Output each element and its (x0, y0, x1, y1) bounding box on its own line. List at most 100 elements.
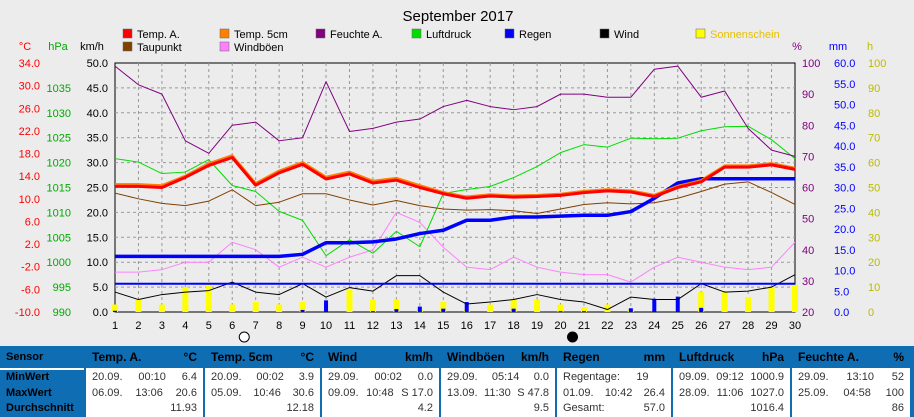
axis-tick-wind: 15.0 (87, 232, 108, 244)
stats-header: Luftdruck hPa (673, 346, 790, 370)
stats-value: 6.4 (181, 371, 197, 383)
axis-tick-wind: 25.0 (87, 183, 108, 195)
statistics-table: Sensor MinWert MaxWert Durchschnitt Temp… (0, 346, 914, 417)
stats-avg-row: 11.93 (86, 401, 203, 417)
legend-label: Wind (614, 29, 639, 41)
axis-unit-wind: km/h (80, 41, 104, 53)
stats-value: 1000.9 (750, 371, 784, 383)
axis-tick-temp: 10.0 (19, 194, 40, 206)
stats-header: Temp. A. °C (86, 346, 203, 370)
sun-bar (205, 284, 212, 312)
axis-tick-rain: 20.0 (834, 224, 855, 236)
stats-value: 1027.0 (750, 386, 784, 399)
rain-bar (441, 308, 446, 312)
stats-title: Luftdruck (679, 350, 735, 364)
stats-avg-row: Gesamt: 57.0 (557, 401, 671, 417)
stats-unit: km/h (520, 350, 549, 364)
axis-tick-rain: 60.0 (834, 58, 855, 70)
stats-value: 12.18 (286, 402, 314, 415)
axis-tick-rain: 15.0 (834, 245, 855, 257)
sun-bar (604, 304, 611, 312)
stats-avg-row: 12.18 (205, 401, 320, 417)
x-tick-label: 24 (648, 320, 660, 332)
series-line-regen (115, 177, 795, 259)
sun-bar (487, 304, 494, 312)
x-tick-label: 19 (531, 320, 543, 332)
axis-tick-pressure: 990 (53, 307, 71, 319)
stats-value: 52 (891, 371, 904, 383)
legend-label: Temp. 5cm (234, 29, 288, 41)
axis-tick-rain: 40.0 (834, 141, 855, 153)
x-tick-label: 25 (672, 320, 684, 332)
legend-label: Regen (519, 29, 551, 41)
sun-bar (721, 292, 728, 312)
sun-bar (698, 292, 705, 312)
series-line-feuchte-a- (114, 65, 796, 157)
axis-tick-temp: 6.0 (25, 216, 40, 228)
stats-header: Windböen km/h (441, 346, 555, 370)
axis-tick-wind: 40.0 (87, 108, 108, 120)
stats-value: 86 (891, 402, 904, 415)
x-tick-label: 15 (437, 320, 449, 332)
row-label-sensor: Sensor (0, 346, 84, 370)
stats-value: 0.0 (417, 371, 433, 383)
axis-tick-wind: 5.0 (93, 282, 108, 294)
stats-title: Wind (328, 350, 358, 364)
axis-unit-sun: h (867, 41, 873, 53)
sun-bar (158, 304, 165, 312)
x-tick-label: 11 (344, 320, 355, 332)
stats-value: 0.0 (533, 371, 549, 383)
x-tick-label: 3 (159, 320, 165, 332)
x-tick-label: 16 (461, 320, 473, 332)
axis-tick-wind: 50.0 (87, 58, 108, 70)
stats-max-row: 13.09. 11:30 S 47.8 (441, 386, 555, 402)
rain-bar (581, 311, 586, 312)
axis-tick-humidity: 30 (802, 276, 814, 288)
stats-header: Regen mm (557, 346, 671, 370)
sun-bar (580, 307, 587, 312)
sun-bar (135, 299, 142, 312)
row-label-avg: Durchschnitt (6, 402, 74, 415)
axis-tick-rain: 5.0 (834, 286, 849, 298)
axis-tick-pressure: 1035 (47, 83, 71, 95)
x-tick-label: 10 (320, 320, 332, 332)
stats-max-row: 28.09. 11:06 1027.0 (673, 386, 790, 402)
stats-min-row: 20.09. 00:02 3.9 (205, 370, 320, 386)
stats-value: 1016.4 (750, 402, 784, 415)
legend-swatch (219, 28, 230, 39)
series-line-windb-en (115, 211, 796, 283)
legend-swatch (122, 28, 133, 39)
stats-time: 11:06 (716, 386, 744, 399)
stats-avg-row: 9.5 (441, 401, 555, 417)
axis-tick-pressure: 1025 (47, 133, 71, 145)
axis-tick-humidity: 40 (802, 245, 814, 257)
legend-swatch (315, 28, 326, 39)
axis-tick-wind: 0.0 (93, 307, 108, 319)
stats-title: Temp. 5cm (211, 350, 273, 364)
stats-date: 29.09. (447, 371, 478, 383)
sun-bar (229, 304, 236, 312)
x-tick-label: 20 (554, 320, 566, 332)
x-tick-label: 26 (695, 320, 707, 332)
rain-bar (324, 300, 329, 312)
stats-unit: °C (183, 350, 197, 364)
axis-tick-rain: 35.0 (834, 162, 855, 174)
sun-bar (393, 299, 400, 312)
stats-time: 11:30 (484, 386, 511, 399)
stats-unit: % (893, 350, 904, 364)
legend-swatch (504, 28, 515, 39)
stats-date: Gesamt: (563, 402, 605, 415)
axis-tick-sun: 80 (868, 108, 880, 120)
stats-header: Wind km/h (322, 346, 439, 370)
stats-title: Regen (563, 350, 600, 364)
series-line-temp-a- (115, 156, 796, 200)
stats-time: 13:06 (135, 386, 163, 399)
axis-tick-humidity: 50 (802, 214, 814, 226)
stats-time: 13:10 (846, 371, 874, 383)
axis-tick-rain: 0.0 (834, 307, 849, 319)
stats-value: 30.6 (292, 386, 314, 399)
stats-title: Windböen (447, 350, 505, 364)
axis-tick-sun: 70 (868, 133, 880, 145)
stats-max-row: 25.09. 04:58 100 (792, 386, 910, 402)
axis-tick-sun: 10 (868, 282, 880, 294)
